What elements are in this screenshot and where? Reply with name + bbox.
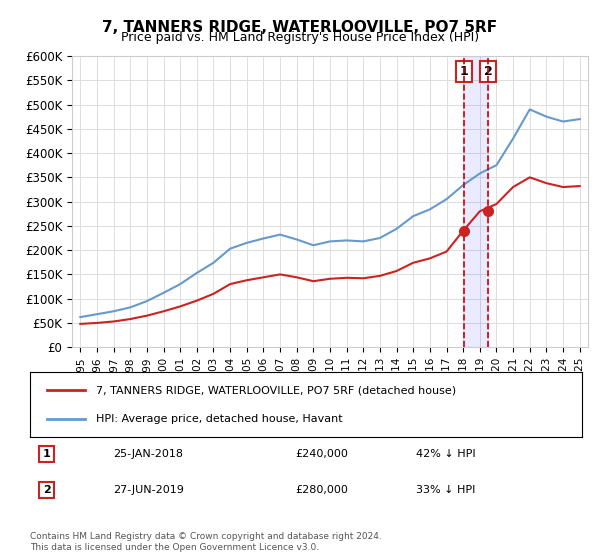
Text: 2: 2 xyxy=(484,65,493,78)
Text: 1: 1 xyxy=(43,449,50,459)
Text: 1: 1 xyxy=(460,65,469,78)
Text: 7, TANNERS RIDGE, WATERLOOVILLE, PO7 5RF (detached house): 7, TANNERS RIDGE, WATERLOOVILLE, PO7 5RF… xyxy=(96,385,457,395)
Text: Contains HM Land Registry data © Crown copyright and database right 2024.
This d: Contains HM Land Registry data © Crown c… xyxy=(30,532,382,552)
Text: 27-JUN-2019: 27-JUN-2019 xyxy=(113,485,184,495)
Text: 42% ↓ HPI: 42% ↓ HPI xyxy=(416,449,476,459)
Text: £240,000: £240,000 xyxy=(295,449,348,459)
Text: Price paid vs. HM Land Registry's House Price Index (HPI): Price paid vs. HM Land Registry's House … xyxy=(121,31,479,44)
Text: 33% ↓ HPI: 33% ↓ HPI xyxy=(416,485,476,495)
Text: 2: 2 xyxy=(43,485,50,495)
Bar xyxy=(464,56,488,347)
Text: 7, TANNERS RIDGE, WATERLOOVILLE, PO7 5RF: 7, TANNERS RIDGE, WATERLOOVILLE, PO7 5RF xyxy=(103,20,497,35)
Text: £280,000: £280,000 xyxy=(295,485,348,495)
Text: HPI: Average price, detached house, Havant: HPI: Average price, detached house, Hava… xyxy=(96,414,343,424)
Text: 25-JAN-2018: 25-JAN-2018 xyxy=(113,449,183,459)
